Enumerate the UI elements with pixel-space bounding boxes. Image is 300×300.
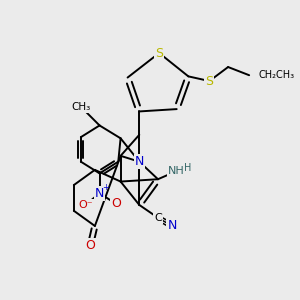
Text: H: H: [184, 163, 191, 172]
Text: CH₂CH₃: CH₂CH₃: [259, 70, 295, 80]
Text: N: N: [95, 187, 104, 200]
Text: N: N: [167, 220, 177, 232]
Text: O: O: [111, 197, 121, 210]
Text: N: N: [135, 155, 144, 168]
Text: +: +: [102, 183, 109, 192]
Text: S: S: [155, 46, 163, 59]
Text: S: S: [206, 75, 213, 88]
Text: O: O: [85, 239, 95, 252]
Text: C: C: [154, 213, 162, 223]
Text: NH: NH: [168, 166, 185, 176]
Text: CH₃: CH₃: [71, 102, 91, 112]
Text: O⁻: O⁻: [78, 200, 93, 210]
